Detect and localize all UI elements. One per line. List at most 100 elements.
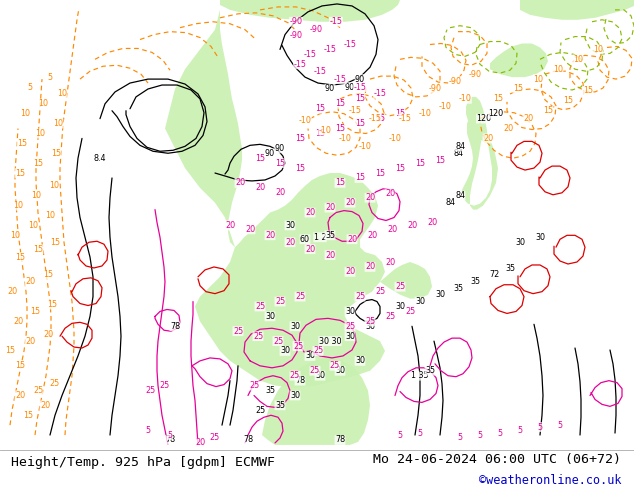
Text: -90: -90 xyxy=(290,17,302,26)
Text: 25: 25 xyxy=(295,292,305,301)
Text: 20: 20 xyxy=(385,258,395,267)
Text: 15: 15 xyxy=(375,114,385,123)
Text: 15: 15 xyxy=(255,154,265,163)
Text: 30: 30 xyxy=(335,366,345,375)
Text: 30 30: 30 30 xyxy=(319,337,341,345)
Text: -10: -10 xyxy=(389,134,401,143)
Text: 10: 10 xyxy=(573,55,583,64)
Text: 30: 30 xyxy=(435,290,445,299)
Text: 90: 90 xyxy=(355,74,365,84)
Polygon shape xyxy=(462,97,498,210)
Text: -15: -15 xyxy=(368,114,382,123)
Text: 10: 10 xyxy=(593,45,603,54)
Text: 10: 10 xyxy=(45,211,55,220)
Text: 5: 5 xyxy=(398,431,403,440)
Text: 25: 25 xyxy=(33,386,43,395)
Text: 78: 78 xyxy=(243,436,253,444)
Text: -90: -90 xyxy=(309,25,323,34)
Text: 20: 20 xyxy=(13,317,23,326)
Text: 5: 5 xyxy=(517,426,522,435)
Text: 20: 20 xyxy=(305,245,315,254)
Text: 15: 15 xyxy=(583,86,593,96)
Text: -10: -10 xyxy=(439,102,451,111)
Text: 15: 15 xyxy=(335,124,345,133)
Text: 5: 5 xyxy=(557,420,562,430)
Text: 25: 25 xyxy=(375,287,385,296)
Text: 30: 30 xyxy=(355,356,365,366)
Text: 90: 90 xyxy=(275,144,285,153)
Text: 20: 20 xyxy=(345,198,355,207)
Text: 20: 20 xyxy=(25,277,35,286)
Polygon shape xyxy=(520,0,634,20)
Text: 15: 15 xyxy=(315,104,325,113)
Text: 20: 20 xyxy=(385,189,395,198)
Text: 15: 15 xyxy=(50,238,60,247)
Text: 35: 35 xyxy=(505,265,515,273)
Text: 15: 15 xyxy=(513,84,523,94)
Text: 15: 15 xyxy=(295,164,305,172)
Text: 15: 15 xyxy=(51,149,61,158)
Text: -10: -10 xyxy=(458,95,472,103)
Text: 25: 25 xyxy=(385,312,395,321)
Text: ©weatheronline.co.uk: ©weatheronline.co.uk xyxy=(479,473,621,487)
Text: 20: 20 xyxy=(275,188,285,197)
Text: 25: 25 xyxy=(290,371,300,380)
Text: 78: 78 xyxy=(170,322,180,331)
Text: 20: 20 xyxy=(43,330,53,339)
Text: 15: 15 xyxy=(543,106,553,115)
Text: -90: -90 xyxy=(290,31,302,40)
Text: 15: 15 xyxy=(415,159,425,168)
Text: 5: 5 xyxy=(458,433,463,441)
Text: 15: 15 xyxy=(5,346,15,355)
Text: 25: 25 xyxy=(50,379,60,388)
Text: 30: 30 xyxy=(535,233,545,242)
Text: 20: 20 xyxy=(345,268,355,276)
Text: -15: -15 xyxy=(399,114,411,123)
Text: 10: 10 xyxy=(35,129,45,138)
Text: 20: 20 xyxy=(285,238,295,247)
Text: 20: 20 xyxy=(255,183,265,193)
Text: 10: 10 xyxy=(20,109,30,118)
Text: 20: 20 xyxy=(325,203,335,212)
Text: -15: -15 xyxy=(344,40,356,49)
Text: 15: 15 xyxy=(315,129,325,138)
Text: 15: 15 xyxy=(15,252,25,262)
Text: 35: 35 xyxy=(325,231,335,240)
Text: 15: 15 xyxy=(17,139,27,148)
Polygon shape xyxy=(490,44,548,77)
Text: 25: 25 xyxy=(405,307,415,316)
Text: 5: 5 xyxy=(498,429,503,438)
Text: 84: 84 xyxy=(453,149,463,158)
Polygon shape xyxy=(262,358,370,445)
Text: 20: 20 xyxy=(245,225,255,234)
Text: 35: 35 xyxy=(453,284,463,293)
Text: 10: 10 xyxy=(553,65,563,74)
Text: 25: 25 xyxy=(255,406,265,415)
Text: 20: 20 xyxy=(483,134,493,143)
Text: 20: 20 xyxy=(40,401,50,410)
Text: 5: 5 xyxy=(538,422,543,432)
Text: 5: 5 xyxy=(477,431,482,440)
Text: 78: 78 xyxy=(295,376,305,385)
Text: 25: 25 xyxy=(293,342,303,350)
Text: 90: 90 xyxy=(345,82,355,92)
Text: 72: 72 xyxy=(490,270,500,279)
Text: 10: 10 xyxy=(13,201,23,210)
Text: 15: 15 xyxy=(355,95,365,103)
Text: 20: 20 xyxy=(365,263,375,271)
Text: -10: -10 xyxy=(339,134,351,143)
Text: 84: 84 xyxy=(445,198,455,207)
Text: -15: -15 xyxy=(333,74,347,84)
Text: 25: 25 xyxy=(395,282,405,291)
Polygon shape xyxy=(165,10,385,388)
Text: 35: 35 xyxy=(470,277,480,286)
Text: 84: 84 xyxy=(455,142,465,151)
Text: 20: 20 xyxy=(347,235,357,244)
Text: 30: 30 xyxy=(515,238,525,247)
Text: 25: 25 xyxy=(310,366,320,375)
Text: 20: 20 xyxy=(305,208,315,217)
Text: 20: 20 xyxy=(407,221,417,230)
Text: 25: 25 xyxy=(365,317,375,326)
Text: 5: 5 xyxy=(167,431,172,440)
Text: 20: 20 xyxy=(367,231,377,240)
